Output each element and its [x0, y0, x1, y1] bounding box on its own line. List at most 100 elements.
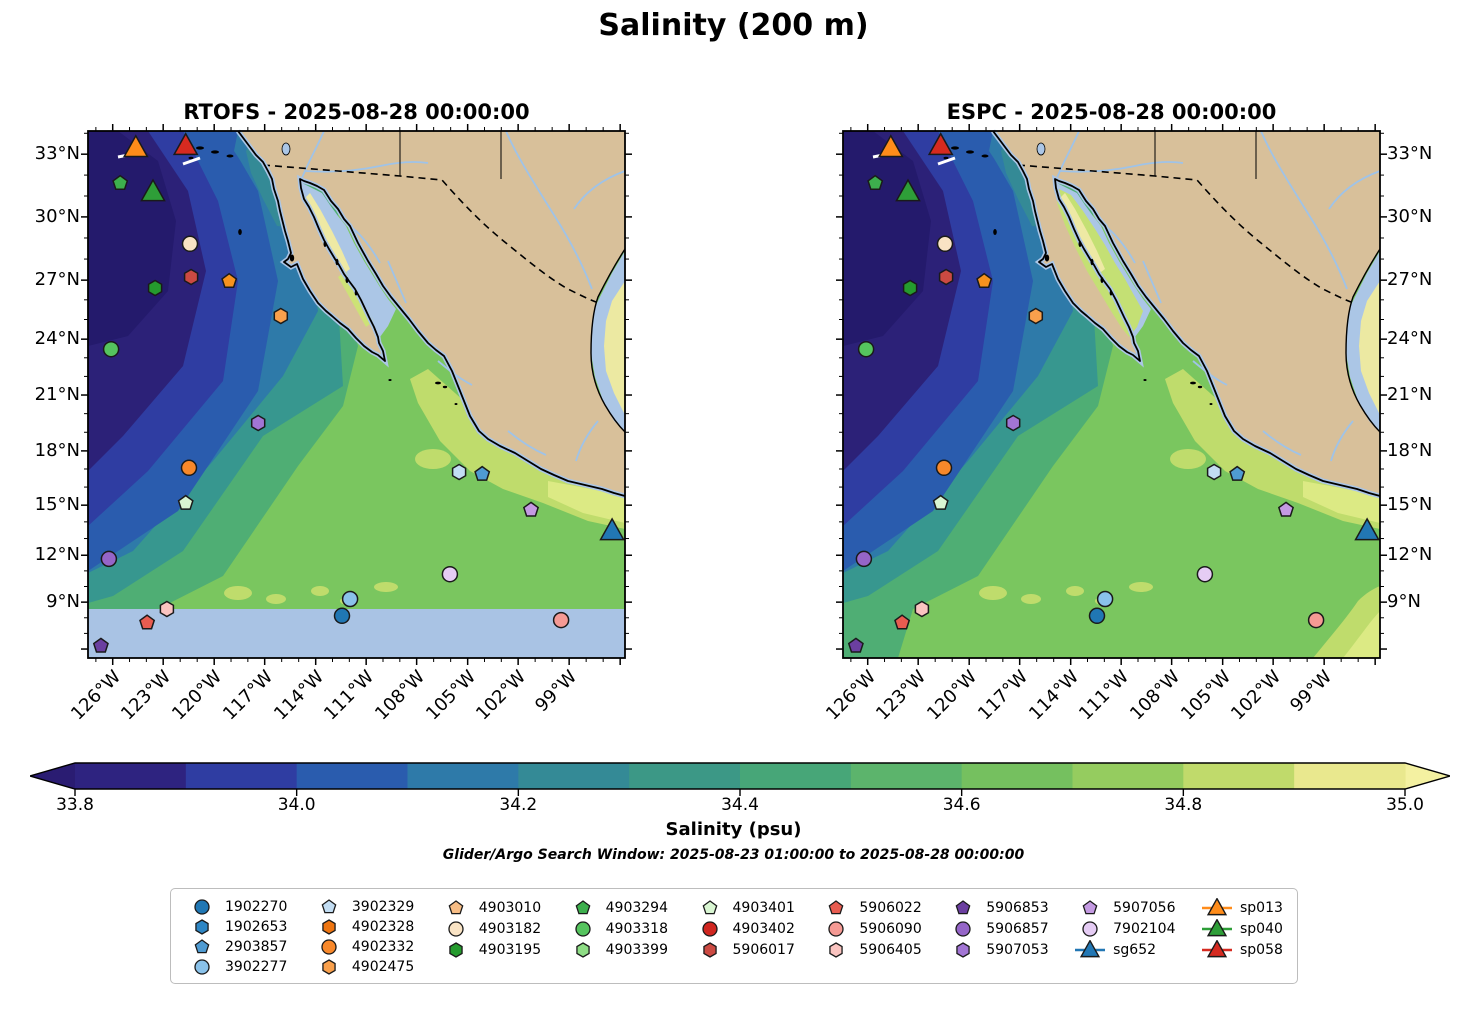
colorbar-segment — [1072, 763, 1184, 789]
marker-4903010 — [221, 272, 238, 289]
colorbar-segment — [1183, 763, 1295, 789]
island — [388, 379, 392, 381]
legend-item-5906405: 5906405 — [819, 939, 922, 960]
marker-4903010 — [976, 272, 993, 289]
island — [1078, 241, 1082, 247]
legend-column: 4903401 4903402 5906017 — [693, 897, 795, 975]
gulf-of-california — [1056, 183, 1151, 337]
lat-tick-label: 27°N — [34, 269, 80, 291]
marker-3902277 — [1096, 590, 1114, 608]
legend: 1902270 1902653 2903857 3902277 3902329 49023… — [170, 888, 1298, 984]
river — [1330, 420, 1354, 462]
marker-5907056 — [1277, 501, 1295, 517]
legend-item-3902329: 3902329 — [312, 897, 414, 917]
legend-item-label: sg652 — [1113, 941, 1157, 958]
legend-item-label: 4903195 — [478, 941, 542, 958]
colorbar-tick-label: 34.6 — [942, 795, 981, 815]
legend-item-5906853: 5906853 — [946, 897, 1049, 918]
legend-item-label: 5906857 — [986, 920, 1049, 937]
marker-5906853 — [92, 637, 109, 653]
coastline — [992, 130, 1381, 497]
island — [1044, 254, 1050, 262]
marker-4903182 — [936, 235, 954, 253]
legend-item-4903010: 4903010 — [439, 897, 541, 918]
marker-5907056 — [522, 501, 540, 517]
hexagon-marker-icon — [322, 959, 336, 975]
colorbar-tick-label: 34.0 — [277, 795, 316, 815]
legend-item-4902475: 4902475 — [312, 957, 414, 977]
legend-item-4903318: 4903318 — [566, 918, 668, 939]
circle-marker-icon — [701, 920, 718, 937]
pentagon-marker-icon — [828, 899, 844, 914]
legend-item-label: 4903401 — [732, 899, 795, 916]
map-frame — [842, 130, 1381, 659]
marker-5906857 — [100, 550, 118, 568]
marker-5906853 — [847, 637, 864, 653]
legend-column: 4903010 4903182 4903195 — [439, 897, 541, 975]
marker-3902277 — [341, 590, 359, 608]
observation-markers — [92, 132, 625, 653]
legend-item-4902332: 4902332 — [312, 937, 414, 957]
hexagon-marker-icon — [575, 941, 590, 958]
lat-tick-label: 9°N — [1387, 591, 1421, 613]
marker-3902329 — [451, 463, 467, 481]
colorbar-label: Salinity (psu) — [665, 819, 802, 840]
island — [1109, 290, 1113, 296]
island — [226, 154, 234, 158]
search-window-note: Glider/Argo Search Window: 2025-08-23 01… — [442, 847, 1025, 863]
river — [1260, 130, 1348, 290]
gulf-of-mexico — [591, 251, 625, 431]
legend-item-label: 5906090 — [859, 920, 922, 937]
river — [387, 260, 407, 304]
lat-tick-label: 30°N — [34, 205, 80, 227]
colorbar-segment — [75, 763, 187, 789]
marker-5907053 — [1005, 414, 1021, 432]
legend-item-label: 1902653 — [225, 919, 288, 935]
island — [1143, 379, 1147, 381]
circle-marker-icon — [1082, 920, 1098, 937]
colorbar-tick-label: 34.2 — [499, 795, 538, 815]
marker-5906022 — [139, 614, 156, 630]
legend-item-label: 4903010 — [478, 899, 542, 916]
legend-column: 3902329 4902328 4902332 4902475 — [312, 897, 414, 975]
legend-item-label: sp058 — [1240, 941, 1283, 958]
marker-sp013 — [877, 134, 904, 158]
legend-item-4903294: 4903294 — [566, 897, 668, 918]
us-mexico-border — [262, 164, 597, 303]
map-rtofs — [81, 124, 632, 665]
marker-1902270 — [1088, 607, 1106, 625]
island — [966, 150, 974, 154]
legend-item-label: 4903402 — [732, 920, 795, 937]
circle-marker-icon — [194, 959, 210, 975]
legend-item-label: 4903294 — [605, 899, 668, 916]
map-espc — [836, 124, 1387, 665]
colorbar-segment — [296, 763, 409, 789]
colorbar-tick-label: 34.4 — [721, 795, 759, 815]
marker-sg652 — [599, 517, 625, 541]
circle-marker-icon — [955, 920, 971, 937]
marker-4903195 — [147, 279, 163, 297]
legend-item-label: 1902270 — [225, 899, 288, 915]
legend-item-sp013: sp013 — [1200, 897, 1283, 918]
island — [943, 156, 949, 160]
legend-item-label: 5906017 — [732, 941, 795, 958]
legend-item-label: 5906405 — [859, 941, 922, 958]
legend-column: 4903294 4903318 4903399 — [566, 897, 668, 975]
island — [454, 403, 458, 405]
river — [1142, 260, 1162, 304]
panel-title-rtofs: RTOFS - 2025-08-28 00:00:00 — [183, 100, 530, 124]
colorbar-tick-label: 34.8 — [1164, 795, 1203, 815]
hexagon-marker-icon — [702, 941, 717, 958]
legend-item-4903182: 4903182 — [439, 918, 541, 939]
hexagon-marker-icon — [449, 941, 463, 958]
island — [196, 146, 204, 150]
marker-4903401 — [932, 494, 949, 510]
legend-item-sp040: sp040 — [1200, 918, 1283, 939]
island — [323, 241, 327, 247]
circle-marker-icon — [321, 939, 337, 955]
legend-item-label: 5907056 — [1113, 899, 1176, 916]
pentagon-marker-icon — [321, 899, 337, 914]
island — [981, 154, 989, 158]
colorbar — [30, 761, 1450, 797]
